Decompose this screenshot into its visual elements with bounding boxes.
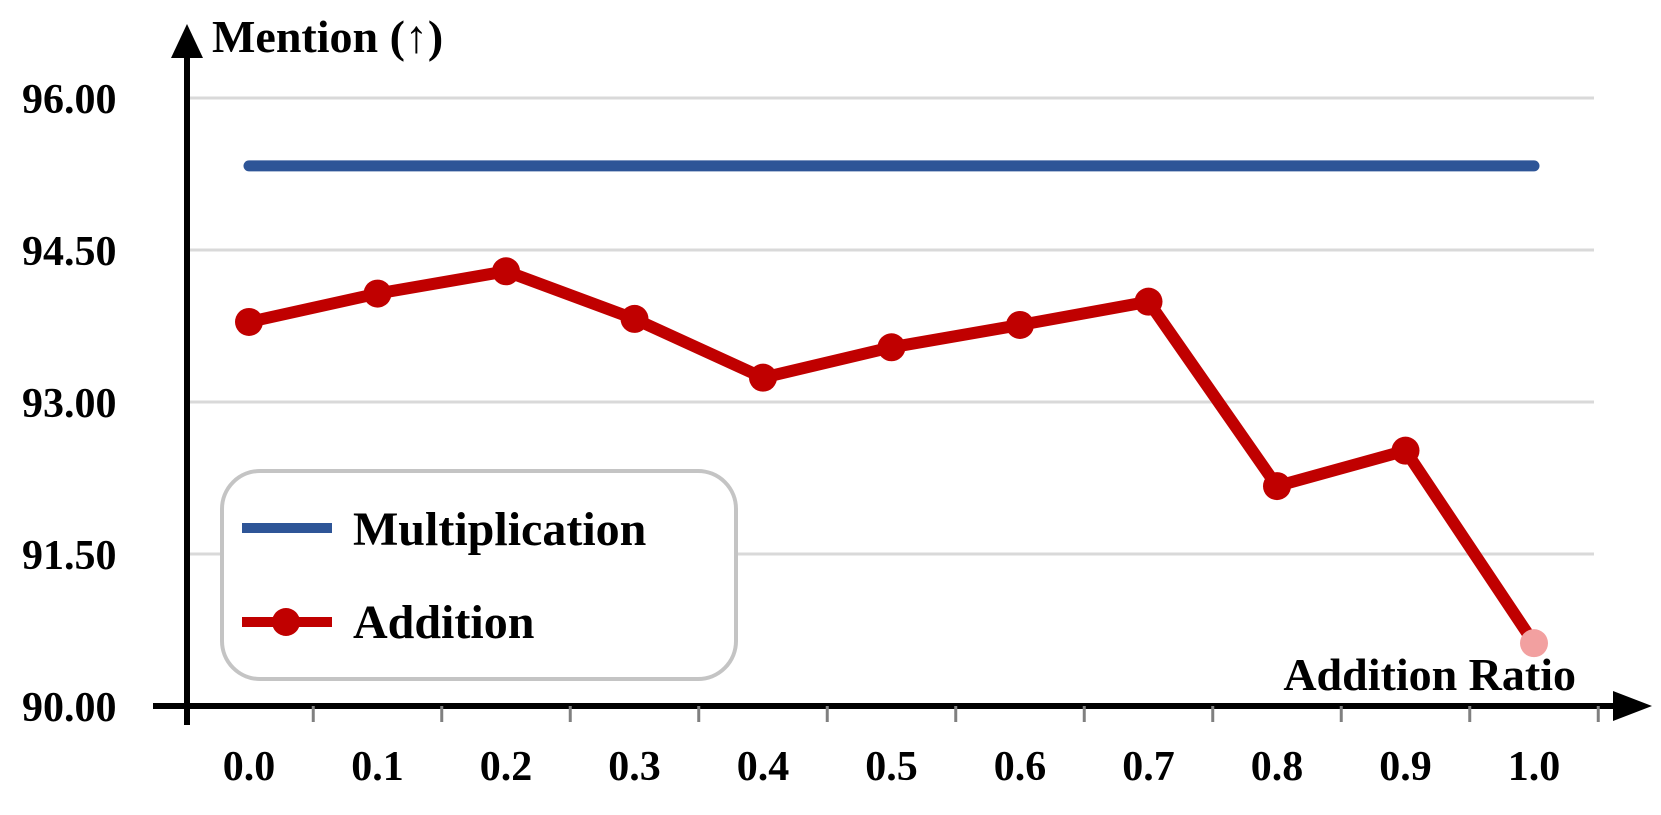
x-tick-label: 0.7 — [1122, 744, 1175, 790]
y-tick-labels: 90.00 91.50 93.00 94.50 96.00 — [22, 77, 117, 731]
x-tick-label: 0.0 — [223, 744, 276, 790]
x-tick-label: 0.9 — [1379, 744, 1432, 790]
series-markers — [235, 257, 1548, 658]
legend-marker-addition — [272, 608, 300, 636]
y-tick-label: 91.50 — [22, 533, 117, 579]
data-point-addition — [1263, 472, 1291, 501]
y-tick-label: 96.00 — [22, 77, 117, 123]
x-tick-label: 0.8 — [1251, 744, 1304, 790]
legend-box — [220, 469, 738, 681]
y-axis-arrow-icon — [171, 24, 203, 58]
data-point-addition — [1520, 629, 1548, 658]
data-point-addition — [492, 257, 520, 286]
legend-label-multiplication: Multiplication — [353, 503, 646, 556]
data-point-addition — [620, 304, 649, 333]
x-tick-label: 1.0 — [1508, 744, 1561, 790]
y-tick-label: 90.00 — [22, 685, 117, 731]
legend-entry-multiplication: Multiplication — [242, 503, 646, 556]
axes — [153, 24, 1652, 725]
data-point-addition — [749, 363, 777, 392]
y-tick-label: 94.50 — [22, 229, 117, 275]
x-tick-labels: 0.0 0.1 0.2 0.3 0.4 0.5 0.6 0.7 0.8 0.9 1.0 — [223, 744, 1561, 790]
data-point-addition — [1391, 436, 1420, 465]
y-axis-title: Mention (↑) — [212, 11, 443, 62]
x-axis-arrow-icon — [1613, 691, 1652, 721]
x-tick-label: 0.2 — [480, 744, 533, 790]
x-tick-label: 0.4 — [737, 744, 790, 790]
data-point-addition — [363, 279, 392, 308]
y-tick-label: 93.00 — [22, 381, 117, 427]
legend-entry-addition: Addition — [242, 596, 534, 649]
legend-label-addition: Addition — [353, 596, 534, 649]
x-tick-label: 0.5 — [865, 744, 918, 790]
data-point-addition — [1134, 287, 1163, 316]
x-axis-title: Addition Ratio — [1283, 649, 1576, 700]
x-tick-label: 0.6 — [994, 744, 1047, 790]
grid-lines — [187, 96, 1594, 556]
x-tick-label: 0.1 — [351, 744, 404, 790]
data-point-addition — [235, 307, 263, 336]
data-point-addition — [1006, 310, 1034, 339]
x-tick-marks — [311, 706, 1600, 722]
data-point-addition — [877, 333, 906, 362]
legend: Multiplication Addition — [220, 469, 738, 681]
x-tick-label: 0.3 — [608, 744, 661, 790]
